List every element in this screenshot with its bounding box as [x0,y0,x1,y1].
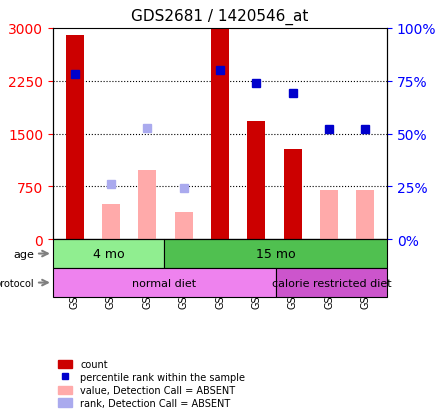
Text: calorie restricted diet: calorie restricted diet [271,278,391,288]
Bar [66,36,84,240]
FancyBboxPatch shape [276,268,387,297]
Bar [247,121,265,240]
Text: protocol: protocol [0,278,34,288]
Text: normal diet: normal diet [132,278,196,288]
Bar [102,204,120,240]
Text: age: age [13,249,34,259]
Text: 4 mo: 4 mo [93,247,125,261]
Text: 15 mo: 15 mo [256,247,296,261]
FancyBboxPatch shape [53,268,276,297]
Title: GDS2681 / 1420546_at: GDS2681 / 1420546_at [131,9,309,25]
FancyBboxPatch shape [53,240,164,268]
Legend: count, percentile rank within the sample, value, Detection Call = ABSENT, rank, : count, percentile rank within the sample… [58,360,245,408]
Bar [211,30,229,240]
Bar [320,190,338,240]
Bar [356,190,374,240]
Bar [138,171,156,240]
Bar [284,150,302,240]
FancyBboxPatch shape [164,240,387,268]
Bar [175,213,193,240]
